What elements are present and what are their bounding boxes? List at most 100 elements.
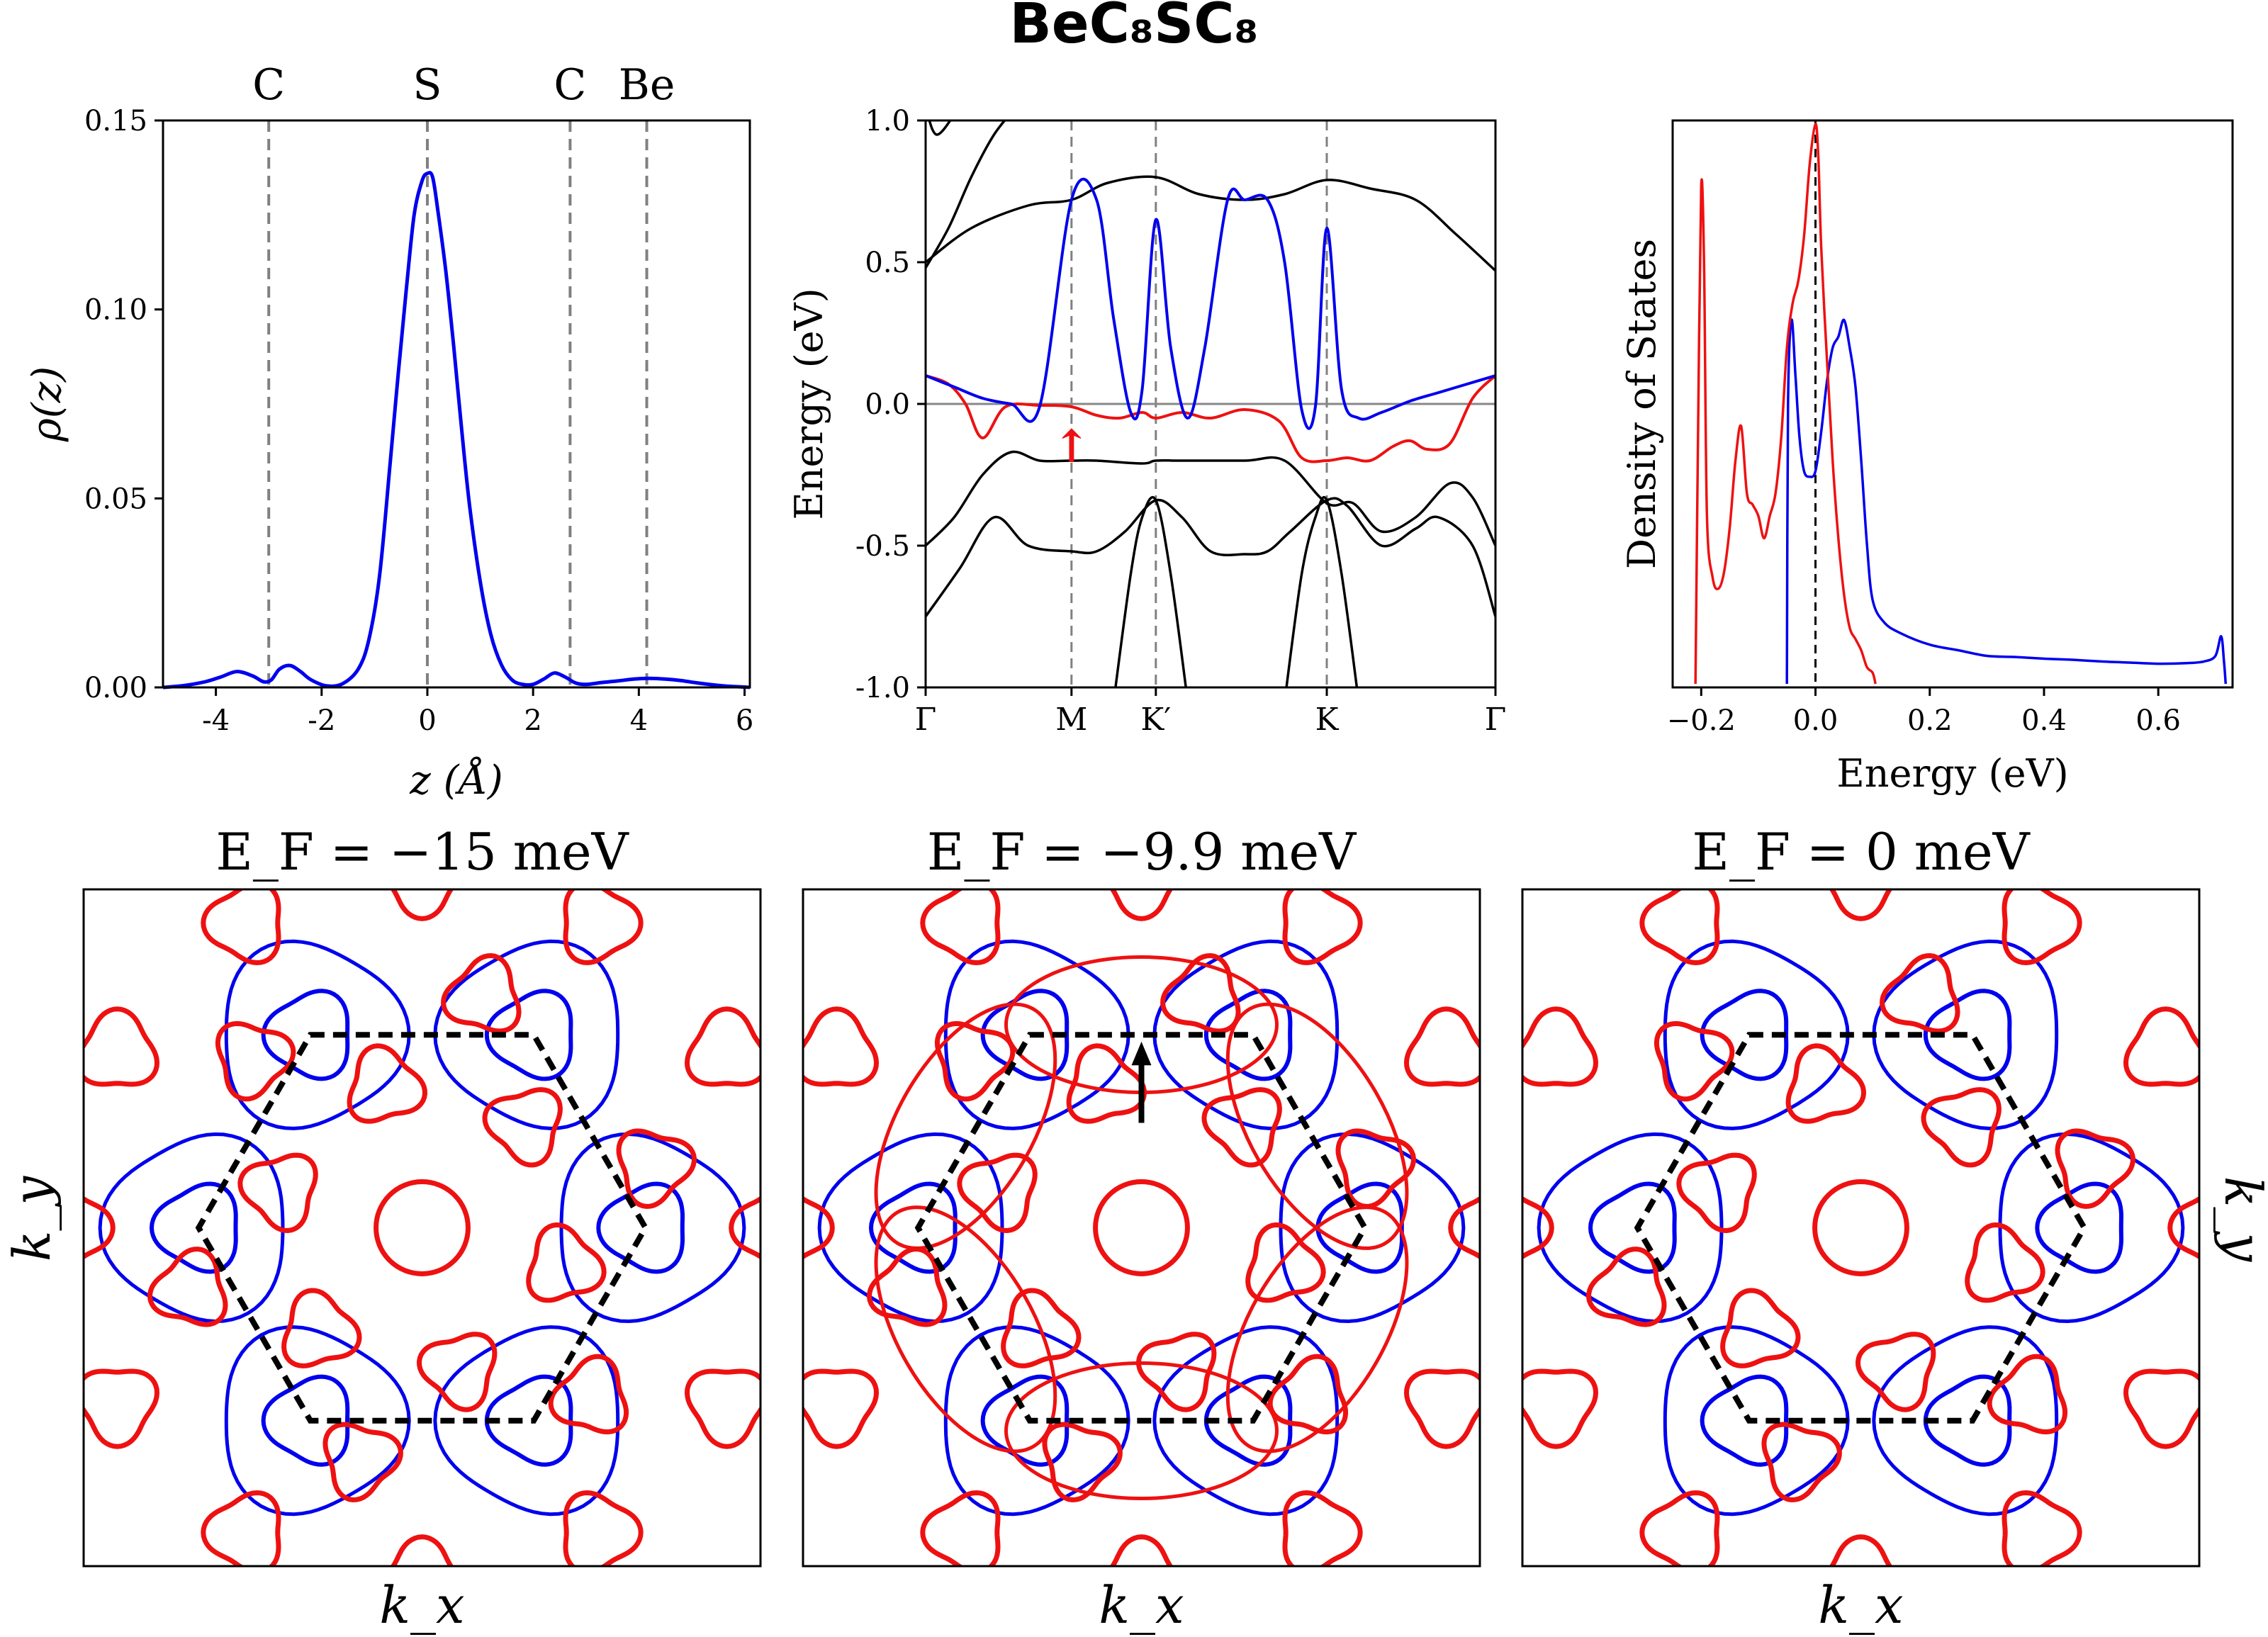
electron-pocket xyxy=(1588,1181,1677,1274)
hole-pocket-outer xyxy=(1109,1534,1174,1566)
hole-pocket-outer xyxy=(2123,1368,2199,1449)
hole-pocket-outer xyxy=(390,1534,454,1566)
dos-red-line xyxy=(1694,123,1877,685)
hole-pocket xyxy=(147,1247,228,1327)
hole-pocket xyxy=(548,1354,629,1435)
hole-pocket xyxy=(1267,1354,1349,1435)
fs-frame xyxy=(1521,888,2201,1568)
band-ticks: Γ M K′ K Γ-1.0-0.50.00.51.0 xyxy=(855,105,1506,738)
hole-sheet xyxy=(1225,1205,1409,1453)
hole-pocket xyxy=(957,1152,1038,1234)
hole-pocket-outer xyxy=(1522,1368,1599,1449)
hole-pocket xyxy=(1676,1152,1757,1234)
x-tick-label: −0.2 xyxy=(1667,704,1736,737)
hole-pocket-center xyxy=(1812,1179,1909,1276)
electron-sheet xyxy=(98,1132,285,1324)
fs-panel-1: E_F = −15 meV k_x xyxy=(82,822,762,1635)
electron-sheet xyxy=(1537,1132,1724,1324)
brillouin-zone-boundary xyxy=(914,1032,1369,1424)
hole-pocket xyxy=(347,1043,428,1124)
y-tick-label: 0.10 xyxy=(84,294,147,327)
density-plot-frame xyxy=(162,119,751,689)
y-tick-label: -1.0 xyxy=(855,672,910,704)
fs-kx-label: k_x xyxy=(1818,1575,1903,1635)
hole-sheet xyxy=(874,1205,1057,1453)
electron-pocket xyxy=(261,1374,350,1467)
fs-kx-label: k_x xyxy=(379,1575,464,1635)
brillouin-zone-boundary xyxy=(1634,1032,2088,1424)
electron-pocket xyxy=(149,1181,238,1274)
bands-panel: Γ M K′ K Γ-1.0-0.50.00.51.0 ↑ Energy (eV) xyxy=(787,105,1506,738)
hole-pocket-outer xyxy=(684,1006,760,1087)
hole-pocket xyxy=(1880,952,1960,1034)
hole-pocket-outer xyxy=(563,889,644,966)
atom-label: C xyxy=(554,60,586,110)
electron-pocket xyxy=(1923,989,2012,1081)
hole-pocket-outer xyxy=(803,1006,880,1087)
fs-panel-2: E_F = −9.9 meV k_x xyxy=(802,822,1481,1635)
hole-pocket-outer xyxy=(1403,1006,1480,1087)
dos-blue-line xyxy=(1785,318,2228,685)
fs-frame xyxy=(82,888,762,1568)
fs-frame xyxy=(802,888,1481,1568)
electron-pocket xyxy=(1315,1181,1404,1274)
hole-pocket xyxy=(416,1332,498,1412)
hole-pocket xyxy=(934,1020,1016,1102)
kpoint-label: K xyxy=(1315,702,1340,738)
fs-panel-title: E_F = 0 meV xyxy=(1692,822,2031,882)
density-ticks: -4 -2 0 2 4 6 0.00 0.05 0.10 0.15 xyxy=(84,105,753,737)
hole-pocket-outer xyxy=(2167,1196,2199,1260)
hole-pocket xyxy=(1245,1222,1326,1303)
hole-pocket xyxy=(1654,1020,1735,1102)
fs-panel-3: E_F = 0 meV k_x xyxy=(1521,822,2201,1635)
hole-pocket-outer xyxy=(684,1368,760,1449)
hole-pocket-outer xyxy=(2123,1006,2199,1087)
hole-pocket-outer xyxy=(1282,889,1363,966)
x-tick-label: 0.4 xyxy=(2021,704,2067,737)
kpoint-label: K′ xyxy=(1140,702,1171,738)
band-black-low-1-line xyxy=(1114,495,1187,687)
hole-pocket xyxy=(1585,1247,1667,1327)
hole-pocket-outer xyxy=(920,1490,1001,1566)
hole-pocket-center xyxy=(374,1179,471,1276)
band-red-line xyxy=(926,374,1495,463)
hole-pocket-outer xyxy=(84,1368,160,1449)
hole-pocket-outer xyxy=(1639,889,1720,966)
hole-pocket-outer xyxy=(1522,1006,1599,1087)
hole-pocket xyxy=(1987,1354,2068,1435)
hole-pocket-outer xyxy=(2002,889,2082,966)
bands-y-label: Energy (eV) xyxy=(787,288,831,519)
density-curve xyxy=(162,171,751,690)
fs-arrow-head xyxy=(1131,1041,1152,1066)
dos-ticks: −0.2 0.0 0.2 0.4 0.6 xyxy=(1667,687,2181,737)
hole-pocket-outer xyxy=(84,1196,116,1260)
hole-pocket xyxy=(1066,1043,1147,1124)
y-tick-label: 0.0 xyxy=(865,388,910,421)
hole-pocket-outer xyxy=(729,1196,760,1260)
hole-pocket-outer xyxy=(803,1368,880,1449)
band-arrow-annotation: ↑ xyxy=(1052,420,1091,473)
hole-pocket xyxy=(1855,1332,1936,1412)
electron-pocket xyxy=(1203,989,1293,1081)
band-black-mid-2-line xyxy=(926,497,1495,618)
electron-sheet xyxy=(559,1132,746,1324)
x-tick-label: 0.2 xyxy=(1907,704,1953,737)
x-tick-label: 2 xyxy=(524,704,541,737)
hole-pocket xyxy=(526,1222,607,1303)
electron-pocket xyxy=(2035,1181,2123,1274)
atom-label: C xyxy=(252,60,285,110)
x-tick-label: -2 xyxy=(308,704,335,737)
electron-pocket xyxy=(596,1181,685,1274)
density-atom-lines: C S C Be xyxy=(252,60,675,687)
electron-sheet xyxy=(1663,1325,1850,1517)
hole-pocket-outer xyxy=(1109,889,1174,921)
fs-ky-label-left: k_y xyxy=(2,1176,62,1262)
y-tick-label: 0.00 xyxy=(84,672,147,704)
band-black-low-2-line xyxy=(1285,495,1359,687)
hole-pocket-outer xyxy=(1829,1534,1893,1566)
electron-sheet xyxy=(1872,1325,2059,1517)
x-tick-label: 0 xyxy=(418,704,436,737)
hole-pocket xyxy=(1160,952,1241,1034)
x-tick-label: 0.0 xyxy=(1793,704,1838,737)
